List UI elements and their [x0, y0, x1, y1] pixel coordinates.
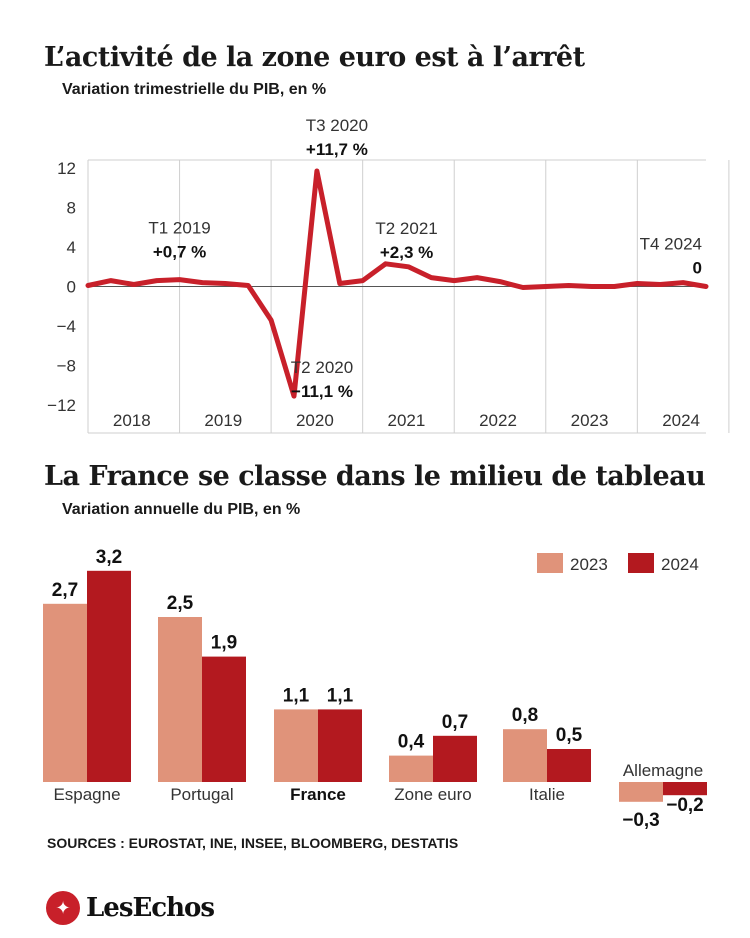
logo-wordmark: LesEchos: [86, 893, 215, 923]
gdp-quarterly-line-chart: 12 8 4 0 −4 −8 −12 2018 2019 2020 2021 2022 2023 2024…: [47, 116, 730, 434]
bar-chart-subtitle: Variation annuelle du PIB, en %: [62, 501, 301, 518]
annotation-period: T1 2019: [148, 219, 210, 238]
bar-2023: [619, 782, 663, 802]
bar-value-label: 3,2: [96, 547, 122, 568]
bar-value-label: 1,1: [327, 685, 354, 706]
les-echos-logo: ✦ LesEchos: [46, 888, 215, 928]
x-tick-label: 2024: [662, 411, 700, 430]
x-tick-label: 2020: [296, 411, 334, 430]
category-label: Espagne: [53, 785, 120, 804]
bar-value-label: 1,9: [211, 633, 237, 654]
annotation-period: T4 2024: [640, 235, 702, 254]
y-tick-label: 12: [57, 159, 76, 178]
bar-value-label: 0,5: [556, 725, 583, 746]
line-chart-title: L’activité de la zone euro est à l’arrêt: [44, 42, 585, 73]
bar-value-label: 0,4: [398, 732, 425, 753]
x-tick-label: 2023: [571, 411, 609, 430]
category-label: Portugal: [170, 785, 233, 804]
bar-2024: [87, 570, 131, 782]
bar-2023: [389, 755, 433, 782]
bar-chart-title: La France se classe dans le milieu de ta…: [44, 461, 706, 492]
annotation-value: +11,7 %: [306, 140, 368, 159]
bar-2024: [547, 749, 591, 782]
x-tick-label: 2018: [113, 411, 151, 430]
annotation-period: T2 2021: [375, 219, 437, 238]
bar-2023: [274, 709, 318, 782]
y-tick-label: 4: [67, 238, 76, 257]
bar-2024: [202, 656, 246, 782]
line-chart-subtitle: Variation trimestrielle du PIB, en %: [62, 81, 327, 98]
bar-2024: [663, 782, 707, 796]
bar-value-label: −0,3: [622, 810, 660, 831]
gdp-annual-bar-chart: 2,7 3,2 Espagne 2,5 1,9 Portugal 1,1 1,1 France 0…: [43, 547, 707, 831]
annotation-value: +2,3 %: [380, 243, 433, 262]
logo-mark-icon: ✦: [46, 891, 80, 925]
bar-value-label: 1,1: [283, 685, 310, 706]
category-label: France: [290, 785, 346, 804]
legend-swatch-2024: [628, 553, 654, 573]
y-tick-label: 8: [67, 199, 76, 218]
bar-value-label: 0,7: [442, 712, 468, 733]
gdp-series-line: [85, 168, 709, 399]
y-tick-label: −12: [47, 396, 76, 415]
legend-label: 2023: [570, 555, 608, 574]
bar-value-label: 2,5: [167, 593, 194, 614]
y-tick-label: −8: [57, 357, 76, 376]
annotation-value: −11,1 %: [291, 382, 353, 401]
annotation-value: +0,7 %: [153, 243, 206, 262]
bar-2024: [318, 709, 362, 782]
bar-2023: [158, 617, 202, 782]
y-tick-label: −4: [57, 317, 76, 336]
y-tick-label: 0: [67, 278, 76, 297]
sources-note: SOURCES : EUROSTAT, INE, INSEE, BLOOMBER…: [47, 835, 459, 851]
bar-value-label: −0,2: [666, 795, 704, 816]
x-tick-label: 2019: [204, 411, 242, 430]
category-label: Italie: [529, 785, 565, 804]
annotation-value: 0: [693, 259, 702, 278]
category-label: Zone euro: [394, 785, 472, 804]
legend-label: 2024: [661, 555, 699, 574]
bar-value-label: 2,7: [52, 580, 78, 601]
x-tick-label: 2021: [388, 411, 426, 430]
bar-2023: [43, 603, 87, 782]
category-label: Allemagne: [623, 761, 703, 780]
x-tick-label: 2022: [479, 411, 517, 430]
bar-2024: [433, 735, 477, 782]
annotation-period: T3 2020: [306, 116, 368, 135]
bar-2023: [503, 729, 547, 782]
bar-value-label: 0,8: [512, 705, 538, 726]
annotation-period: T2 2020: [291, 358, 353, 377]
legend-swatch-2023: [537, 553, 563, 573]
